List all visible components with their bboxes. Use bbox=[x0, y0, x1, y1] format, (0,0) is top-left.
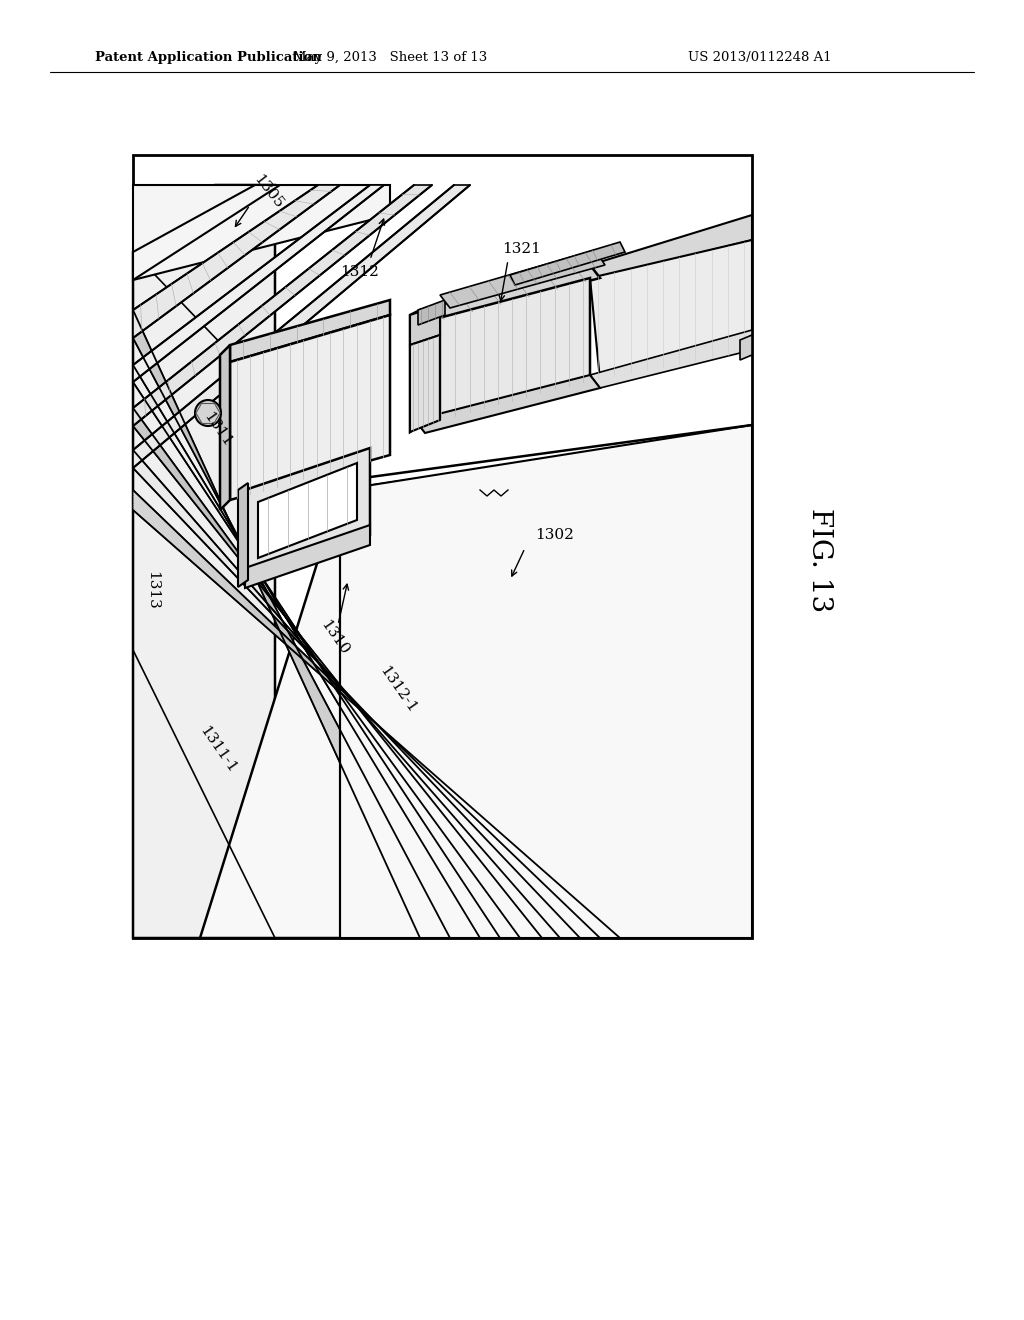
Polygon shape bbox=[133, 185, 384, 381]
Polygon shape bbox=[133, 408, 542, 939]
Polygon shape bbox=[245, 447, 370, 578]
Polygon shape bbox=[133, 366, 500, 939]
Polygon shape bbox=[133, 310, 450, 939]
Text: 1312: 1312 bbox=[341, 265, 380, 279]
Text: 1312-1: 1312-1 bbox=[377, 664, 419, 715]
Polygon shape bbox=[410, 335, 440, 432]
Polygon shape bbox=[133, 185, 470, 469]
Polygon shape bbox=[420, 279, 590, 425]
Polygon shape bbox=[245, 525, 370, 587]
Polygon shape bbox=[440, 249, 605, 308]
Polygon shape bbox=[415, 375, 600, 433]
Text: FIG. 13: FIG. 13 bbox=[807, 508, 834, 612]
Polygon shape bbox=[410, 305, 440, 345]
Polygon shape bbox=[340, 425, 752, 939]
Polygon shape bbox=[200, 430, 752, 939]
Polygon shape bbox=[510, 242, 625, 285]
Polygon shape bbox=[133, 185, 390, 280]
Polygon shape bbox=[238, 483, 248, 587]
Text: 1302: 1302 bbox=[536, 528, 574, 543]
Circle shape bbox=[195, 400, 221, 426]
Text: Patent Application Publication: Patent Application Publication bbox=[95, 50, 322, 63]
Polygon shape bbox=[590, 240, 752, 380]
Polygon shape bbox=[230, 300, 390, 362]
Bar bbox=[133, 154, 752, 939]
Text: US 2013/0112248 A1: US 2013/0112248 A1 bbox=[688, 50, 831, 63]
Polygon shape bbox=[133, 185, 340, 338]
Text: 1311: 1311 bbox=[201, 411, 234, 450]
Polygon shape bbox=[133, 490, 620, 939]
Polygon shape bbox=[590, 330, 752, 388]
Polygon shape bbox=[230, 315, 390, 500]
Polygon shape bbox=[133, 450, 580, 939]
Polygon shape bbox=[258, 463, 357, 558]
Polygon shape bbox=[418, 300, 445, 325]
Text: 1305: 1305 bbox=[251, 173, 286, 211]
Polygon shape bbox=[133, 185, 432, 426]
Polygon shape bbox=[133, 185, 275, 939]
Text: 1310: 1310 bbox=[318, 618, 352, 657]
Polygon shape bbox=[420, 265, 600, 323]
Text: 1321: 1321 bbox=[503, 242, 542, 256]
Polygon shape bbox=[590, 215, 752, 279]
Polygon shape bbox=[220, 345, 230, 510]
Text: May 9, 2013   Sheet 13 of 13: May 9, 2013 Sheet 13 of 13 bbox=[293, 50, 487, 63]
Text: 1311-1: 1311-1 bbox=[197, 723, 240, 776]
Polygon shape bbox=[410, 310, 420, 432]
Polygon shape bbox=[740, 335, 752, 360]
Text: 1313: 1313 bbox=[145, 570, 159, 610]
